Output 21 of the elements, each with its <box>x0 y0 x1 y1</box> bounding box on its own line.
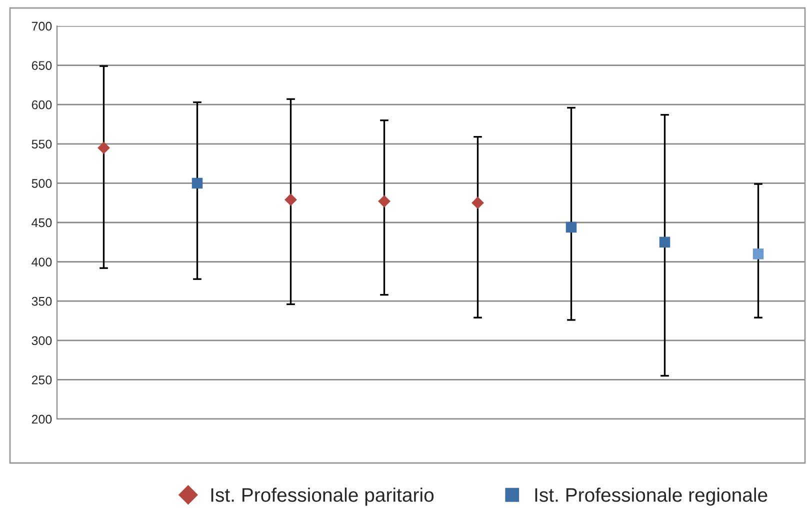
y-tick-label: 350 <box>32 296 52 306</box>
point <box>192 178 203 189</box>
y-tick-label: 550 <box>32 140 52 149</box>
y-tick-label: 450 <box>32 218 52 228</box>
legend-label: Ist. Professionale paritario <box>211 488 434 506</box>
point <box>284 193 297 206</box>
point <box>378 195 390 208</box>
point <box>659 236 670 248</box>
y-tick-label: 600 <box>32 100 52 110</box>
y-tick-label: 400 <box>32 258 52 266</box>
y-tick-label: 250 <box>32 376 52 384</box>
y-tick-label: 700 <box>32 22 52 31</box>
y-tick-label: 200 <box>32 414 52 424</box>
point <box>752 248 764 260</box>
point <box>566 222 577 233</box>
y-tick-label: 650 <box>32 61 52 70</box>
y-tick-label: 500 <box>32 179 52 188</box>
point <box>472 196 484 210</box>
point <box>98 142 110 154</box>
legend-label: Ist. Professionale regionale <box>535 488 768 506</box>
y-tick-label: 300 <box>32 336 52 346</box>
